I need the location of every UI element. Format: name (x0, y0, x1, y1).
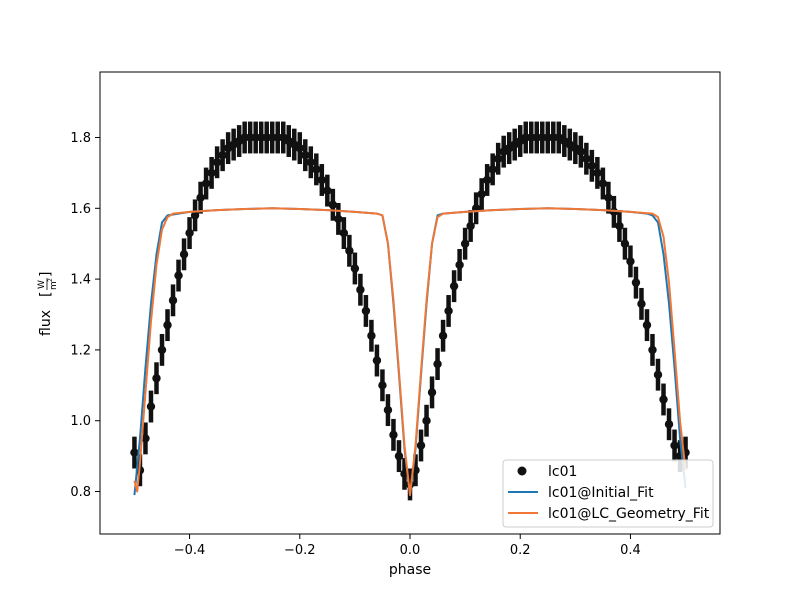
data-point (356, 285, 365, 294)
y-tick-label: 0.8 (70, 485, 91, 500)
data-point (295, 143, 304, 153)
data-point (152, 374, 161, 383)
y-axis-label-text: flux (38, 310, 54, 336)
data-point (394, 451, 404, 461)
data-point (339, 228, 349, 238)
data-point (218, 150, 227, 160)
y-axis-unit-numerator: W (37, 280, 47, 289)
y-tick-label: 1.8 (70, 131, 91, 146)
data-point (334, 214, 343, 224)
x-tick-label: 0.4 (620, 543, 641, 558)
data-point (212, 158, 222, 167)
data-point (372, 356, 382, 365)
data-point (328, 200, 338, 209)
data-point (427, 388, 437, 397)
x-tick-label: −0.4 (174, 543, 206, 558)
y-tick-label: 1.2 (70, 343, 91, 358)
data-point (146, 402, 156, 411)
data-point (460, 239, 470, 248)
data-point (157, 345, 167, 355)
data-point (488, 165, 497, 174)
data-point (301, 150, 310, 160)
legend: lc01 lc01@Initial_Fit lc01@LC_Geometry_F… (502, 459, 714, 528)
data-point (631, 278, 641, 287)
data-point (482, 175, 492, 185)
data-point (345, 246, 354, 255)
legend-box (502, 459, 714, 528)
data-point (598, 179, 608, 188)
data-point (367, 331, 376, 340)
data-point (620, 239, 630, 248)
data-point (306, 158, 315, 167)
data-point (604, 193, 613, 202)
data-point (179, 250, 189, 259)
data-point (593, 168, 602, 178)
data-point (637, 299, 646, 309)
x-tick-label: 0.2 (510, 543, 531, 558)
data-point (615, 221, 624, 231)
data-point (493, 154, 503, 163)
data-point (201, 179, 211, 188)
data-point (449, 281, 459, 291)
legend-marker-lc01 (517, 466, 527, 476)
data-point (664, 420, 674, 429)
y-axis-label: flux [ W m 2 ] (37, 272, 59, 336)
data-point (626, 257, 635, 266)
data-point (587, 161, 597, 171)
legend-label-lc01: lc01 (548, 464, 577, 480)
y-axis-unit-open-bracket: [ (38, 292, 54, 297)
data-point (653, 370, 663, 379)
data-point (174, 271, 183, 280)
data-point (670, 441, 679, 450)
y-axis-unit-close-bracket: ] (38, 272, 54, 277)
data-point (444, 306, 453, 316)
data-point (207, 168, 216, 178)
data-point (642, 320, 652, 330)
data-point (141, 434, 150, 443)
data-point (576, 147, 586, 156)
data-point (350, 264, 360, 273)
data-point (317, 175, 327, 185)
y-axis: 0.8 1.0 1.2 1.4 1.6 1.8 (70, 131, 100, 500)
data-point (312, 165, 321, 174)
plot-area (130, 121, 690, 501)
data-point (190, 211, 200, 220)
x-axis: −0.4 −0.2 0.0 0.2 0.4 (174, 534, 641, 558)
data-point (185, 228, 194, 238)
data-point (466, 221, 475, 231)
data-point (378, 381, 387, 390)
data-point (422, 416, 431, 425)
y-tick-label: 1.0 (70, 414, 91, 429)
data-point (168, 296, 178, 305)
data-point (455, 260, 464, 270)
x-axis-label: phase (389, 562, 431, 578)
x-tick-label: −0.2 (284, 543, 316, 558)
y-tick-label: 1.6 (70, 202, 91, 217)
y-axis-unit-exponent: 2 (47, 278, 54, 282)
data-point (659, 395, 668, 404)
data-point (416, 441, 426, 450)
data-point (582, 154, 591, 163)
data-point (163, 320, 172, 330)
data-point (323, 186, 332, 195)
legend-label-lc-geometry-fit: lc01@LC_Geometry_Fit (548, 506, 710, 522)
data-point (433, 359, 442, 369)
y-axis-unit-denominator: m (49, 281, 59, 290)
data-point (438, 331, 448, 340)
data-point (361, 306, 371, 316)
data-point (196, 193, 205, 202)
data-point (477, 189, 486, 199)
y-tick-label: 1.4 (70, 273, 91, 288)
data-point (389, 430, 398, 440)
x-tick-label: 0.0 (400, 543, 421, 558)
series-line-lc-geometry-fit (133, 207, 687, 497)
data-point (130, 448, 139, 457)
data-point (383, 405, 393, 415)
legend-label-initial-fit: lc01@Initial_Fit (548, 485, 654, 501)
data-point (648, 345, 657, 355)
